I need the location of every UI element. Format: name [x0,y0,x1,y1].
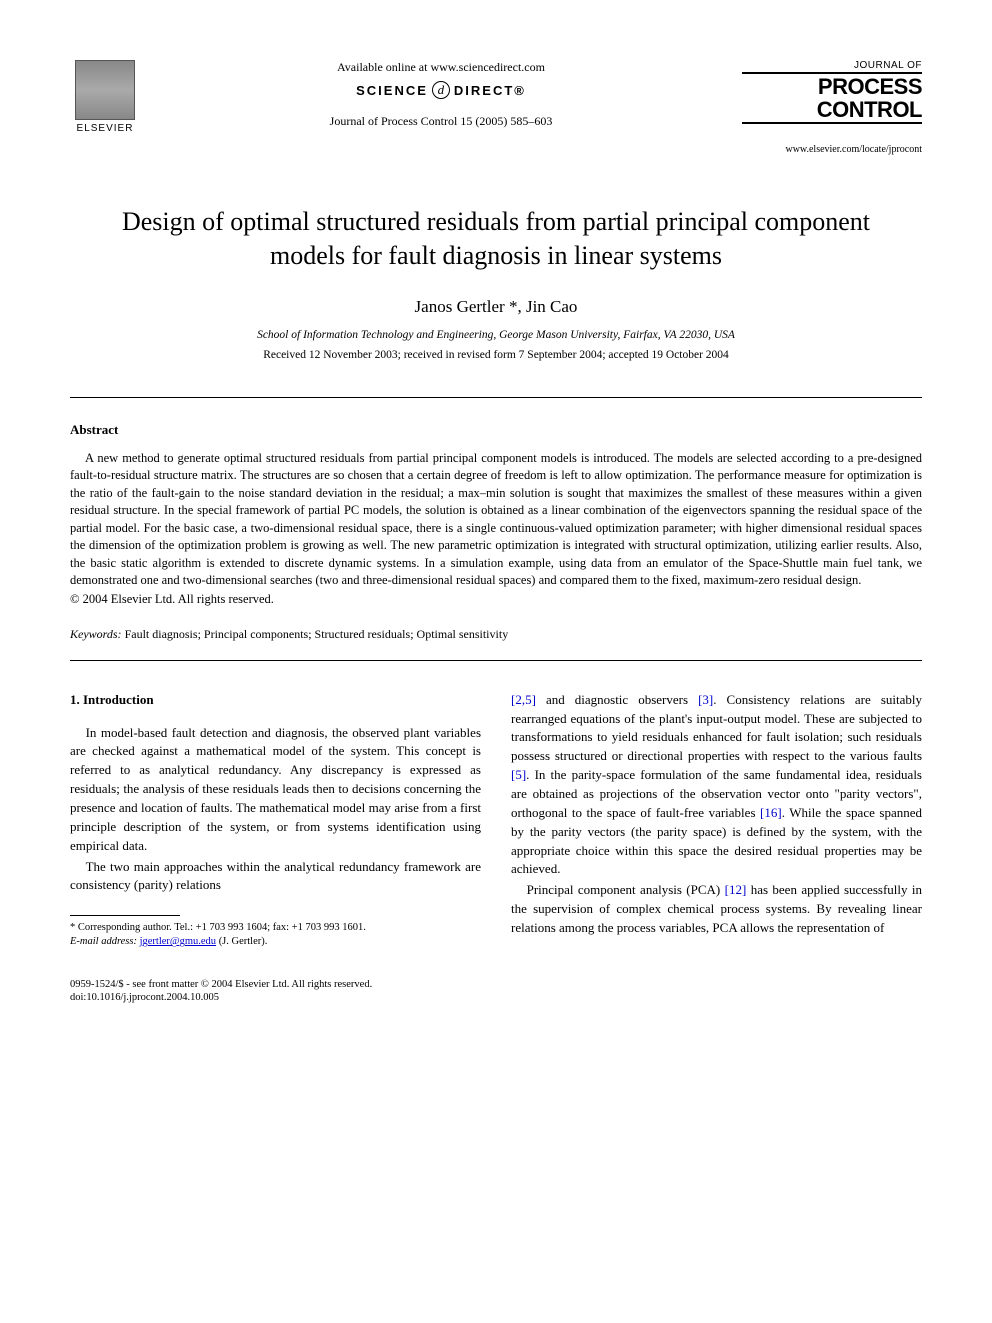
citation-link[interactable]: [16] [760,805,782,820]
journal-logo: JOURNAL OF PROCESS CONTROL www.elsevier.… [742,60,922,155]
email-who: (J. Gertler). [216,936,267,947]
intro-paragraph-4: Principal component analysis (PCA) [12] … [511,881,922,938]
corresponding-author-footnote: * Corresponding author. Tel.: +1 703 993… [70,921,481,949]
journal-logo-line1: PROCESS [742,75,922,98]
footnote-contact: * Corresponding author. Tel.: +1 703 993… [70,921,481,935]
footer-copyright: 0959-1524/$ - see front matter © 2004 El… [70,978,922,992]
keywords-label: Keywords: [70,627,122,641]
elsevier-tree-icon [75,60,135,120]
journal-logo-main: PROCESS CONTROL [742,72,922,124]
footer-doi: doi:10.1016/j.jprocont.2004.10.005 [70,991,922,1005]
journal-reference: Journal of Process Control 15 (2005) 585… [160,114,722,129]
divider [70,397,922,398]
intro-heading: 1. Introduction [70,691,481,710]
footnote-rule [70,915,180,916]
abstract-heading: Abstract [70,422,922,438]
affiliation: School of Information Technology and Eng… [70,329,922,341]
author-email-link[interactable]: jgertler@gmu.edu [140,936,216,947]
sciencedirect-left: SCIENCE [356,83,428,98]
available-online-text: Available online at www.sciencedirect.co… [160,60,722,75]
intro-paragraph-3: [2,5] and diagnostic observers [3]. Cons… [511,691,922,879]
email-label: E-mail address: [70,936,137,947]
page-footer: 0959-1524/$ - see front matter © 2004 El… [70,978,922,1005]
journal-logo-top: JOURNAL OF [742,60,922,71]
page-header: ELSEVIER Available online at www.science… [70,60,922,155]
sciencedirect-right: DIRECT® [454,83,526,98]
left-column: 1. Introduction In model-based fault det… [70,691,481,950]
center-header: Available online at www.sciencedirect.co… [140,60,742,129]
keywords: Keywords: Fault diagnosis; Principal com… [70,627,922,642]
citation-link[interactable]: [2,5] [511,692,536,707]
right-column: [2,5] and diagnostic observers [3]. Cons… [511,691,922,950]
text-span: Principal component analysis (PCA) [527,882,725,897]
abstract-body: A new method to generate optimal structu… [70,450,922,590]
divider [70,660,922,661]
article-title: Design of optimal structured residuals f… [100,205,892,273]
citation-link[interactable]: [3] [698,692,713,707]
elsevier-label: ELSEVIER [77,123,134,134]
intro-paragraph-1: In model-based fault detection and diagn… [70,724,481,856]
locate-url: www.elsevier.com/locate/jprocont [742,144,922,155]
text-span: and diagnostic observers [536,692,698,707]
abstract-section: Abstract A new method to generate optima… [70,422,922,607]
authors: Janos Gertler *, Jin Cao [70,297,922,317]
body-columns: 1. Introduction In model-based fault det… [70,691,922,950]
elsevier-logo: ELSEVIER [70,60,140,140]
abstract-copyright: © 2004 Elsevier Ltd. All rights reserved… [70,592,922,607]
sciencedirect-d-icon: d [432,81,450,99]
citation-link[interactable]: [5] [511,767,526,782]
article-dates: Received 12 November 2003; received in r… [70,349,922,361]
keywords-text: Fault diagnosis; Principal components; S… [122,627,509,641]
intro-paragraph-2: The two main approaches within the analy… [70,858,481,896]
sciencedirect-logo: SCIENCE d DIRECT® [356,81,526,99]
citation-link[interactable]: [12] [725,882,747,897]
footnote-email-line: E-mail address: jgertler@gmu.edu (J. Ger… [70,935,481,949]
journal-logo-line2: CONTROL [742,98,922,121]
